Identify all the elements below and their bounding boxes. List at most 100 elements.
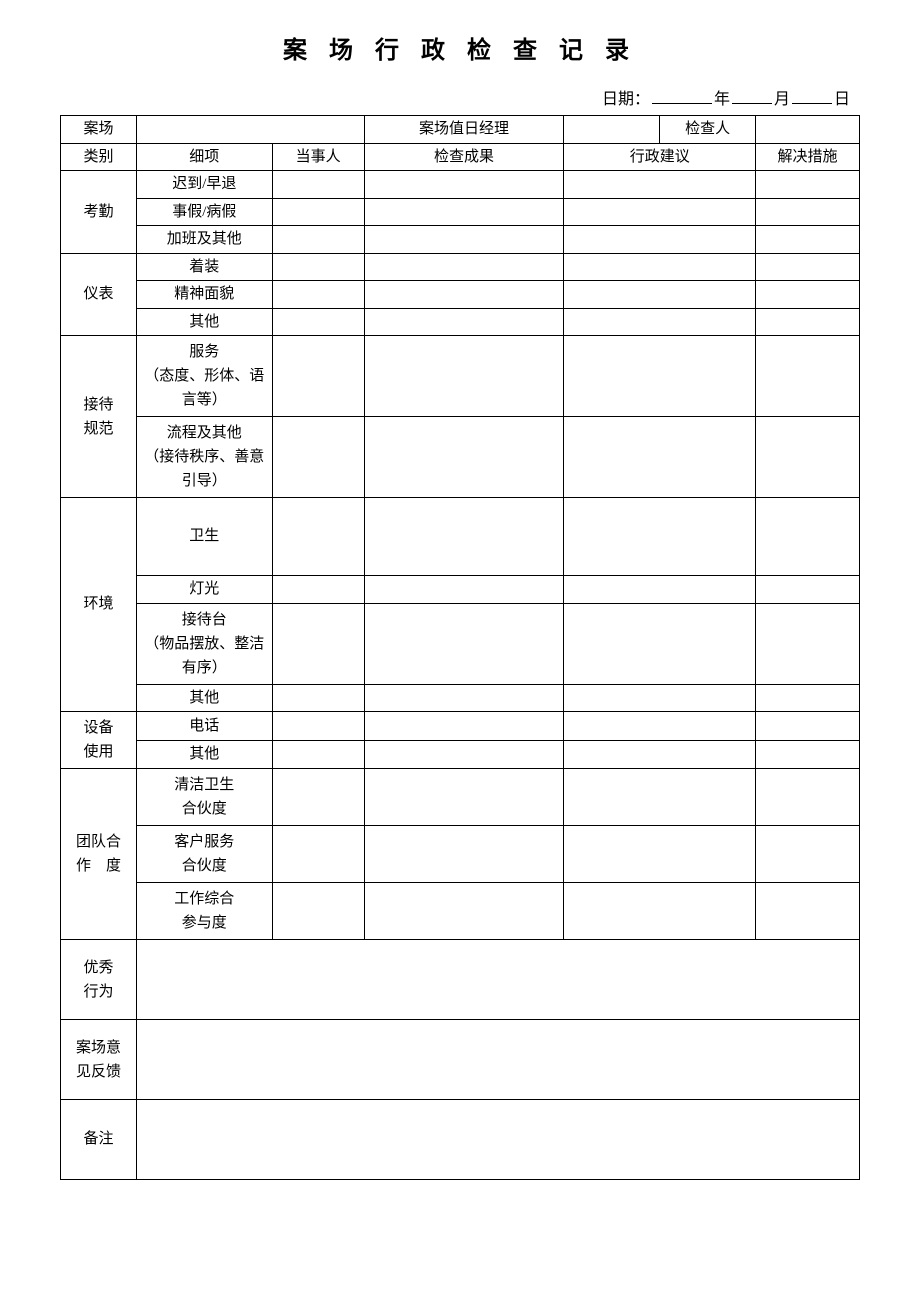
action-cell[interactable] [756,826,860,883]
suggestion-cell[interactable] [564,883,756,940]
suggestion-cell[interactable] [564,226,756,254]
suggestion-cell[interactable] [564,498,756,576]
suggestion-cell[interactable] [564,712,756,741]
action-cell[interactable] [756,226,860,254]
action-cell[interactable] [756,253,860,281]
person-cell[interactable] [272,336,364,417]
action-cell[interactable] [756,308,860,336]
date-day-blank[interactable] [792,88,832,104]
footer-content[interactable] [136,940,859,1020]
site-label: 案场 [61,116,137,144]
person-cell[interactable] [272,712,364,741]
result-cell[interactable] [364,336,564,417]
person-cell[interactable] [272,603,364,684]
action-cell[interactable] [756,769,860,826]
person-cell[interactable] [272,198,364,226]
inspection-table: 案场 案场值日经理 检查人 类别 细项 当事人 检查成果 行政建议 解决措施 考… [60,115,860,1180]
item-cell: 流程及其他（接待秩序、善意引导） [136,417,272,498]
person-cell[interactable] [272,308,364,336]
date-year-blank[interactable] [652,88,712,104]
footer-content[interactable] [136,1100,859,1180]
person-cell[interactable] [272,769,364,826]
item-cell: 客户服务合伙度 [136,826,272,883]
person-cell[interactable] [272,171,364,199]
result-cell[interactable] [364,740,564,769]
action-cell[interactable] [756,712,860,741]
footer-row: 备注 [61,1100,860,1180]
item-cell: 事假/病假 [136,198,272,226]
result-cell[interactable] [364,253,564,281]
action-cell[interactable] [756,603,860,684]
result-cell[interactable] [364,281,564,309]
person-cell[interactable] [272,281,364,309]
person-cell[interactable] [272,826,364,883]
suggestion-cell[interactable] [564,253,756,281]
table-row: 其他 [61,740,860,769]
site-value[interactable] [136,116,364,144]
result-cell[interactable] [364,712,564,741]
action-cell[interactable] [756,498,860,576]
result-cell[interactable] [364,826,564,883]
result-cell[interactable] [364,603,564,684]
action-cell[interactable] [756,576,860,604]
suggestion-cell[interactable] [564,684,756,712]
table-row: 考勤 迟到/早退 [61,171,860,199]
category-cell: 设备使用 [61,712,137,769]
action-cell[interactable] [756,336,860,417]
person-cell[interactable] [272,883,364,940]
action-cell[interactable] [756,198,860,226]
suggestion-cell[interactable] [564,308,756,336]
person-cell[interactable] [272,684,364,712]
footer-content[interactable] [136,1020,859,1100]
person-cell[interactable] [272,226,364,254]
suggestion-cell[interactable] [564,198,756,226]
result-cell[interactable] [364,769,564,826]
person-cell[interactable] [272,253,364,281]
result-cell[interactable] [364,417,564,498]
person-cell[interactable] [272,576,364,604]
suggestion-cell[interactable] [564,281,756,309]
person-cell[interactable] [272,498,364,576]
suggestion-cell[interactable] [564,576,756,604]
action-cell[interactable] [756,740,860,769]
item-cell: 卫生 [136,498,272,576]
suggestion-cell[interactable] [564,417,756,498]
suggestion-cell[interactable] [564,336,756,417]
person-cell[interactable] [272,417,364,498]
action-cell[interactable] [756,171,860,199]
action-cell[interactable] [756,684,860,712]
item-cell: 迟到/早退 [136,171,272,199]
inspector-label: 检查人 [660,116,756,144]
suggestion-cell[interactable] [564,769,756,826]
category-cell: 接待规范 [61,336,137,498]
suggestion-cell[interactable] [564,171,756,199]
table-row: 工作综合参与度 [61,883,860,940]
suggestion-cell[interactable] [564,740,756,769]
category-cell: 环境 [61,498,137,712]
table-row: 其他 [61,308,860,336]
person-cell[interactable] [272,740,364,769]
footer-row: 案场意见反馈 [61,1020,860,1100]
result-cell[interactable] [364,198,564,226]
action-cell[interactable] [756,281,860,309]
result-cell[interactable] [364,684,564,712]
item-cell: 接待台（物品摆放、整洁有序） [136,603,272,684]
result-cell[interactable] [364,883,564,940]
col-person: 当事人 [272,143,364,171]
item-cell: 其他 [136,308,272,336]
result-cell[interactable] [364,308,564,336]
result-cell[interactable] [364,576,564,604]
duty-mgr-value[interactable] [564,116,660,144]
date-month-unit: 月 [774,91,790,108]
suggestion-cell[interactable] [564,826,756,883]
action-cell[interactable] [756,883,860,940]
action-cell[interactable] [756,417,860,498]
inspector-value[interactable] [756,116,860,144]
result-cell[interactable] [364,226,564,254]
date-day-unit: 日 [834,91,850,108]
result-cell[interactable] [364,171,564,199]
date-month-blank[interactable] [732,88,772,104]
suggestion-cell[interactable] [564,603,756,684]
date-label: 日期： [602,91,650,108]
result-cell[interactable] [364,498,564,576]
